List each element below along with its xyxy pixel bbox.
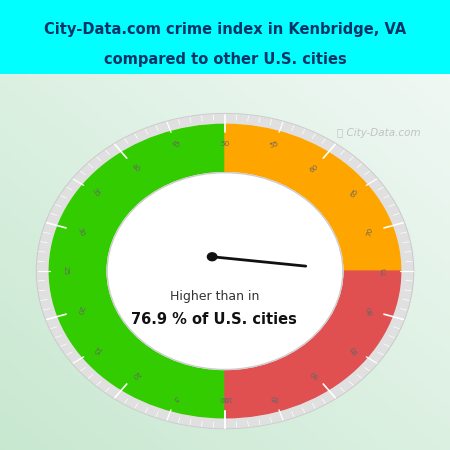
Text: 50: 50: [220, 141, 230, 147]
Text: 76.9 % of U.S. cities: 76.9 % of U.S. cities: [131, 312, 297, 327]
Text: 100: 100: [218, 395, 232, 401]
Text: 70: 70: [365, 226, 374, 237]
Wedge shape: [225, 124, 400, 271]
Text: 25: 25: [63, 266, 68, 276]
Text: 5: 5: [172, 394, 179, 401]
Circle shape: [107, 173, 343, 369]
Text: 0: 0: [223, 395, 227, 401]
Text: 40: 40: [130, 163, 141, 173]
Text: 80: 80: [365, 305, 374, 315]
Text: 55: 55: [269, 140, 279, 148]
Text: 95: 95: [269, 394, 279, 402]
Circle shape: [207, 253, 217, 261]
Text: City-Data.com crime index in Kenbridge, VA: City-Data.com crime index in Kenbridge, …: [44, 22, 406, 37]
Text: compared to other U.S. cities: compared to other U.S. cities: [104, 52, 346, 67]
Text: 75: 75: [382, 266, 387, 276]
Text: 45: 45: [171, 140, 181, 148]
Text: 30: 30: [76, 226, 85, 237]
Text: 20: 20: [76, 305, 85, 315]
Text: 90: 90: [309, 369, 320, 379]
Wedge shape: [37, 114, 413, 428]
Text: 85: 85: [349, 344, 359, 355]
Text: 10: 10: [130, 369, 141, 379]
Wedge shape: [50, 124, 225, 418]
Text: 15: 15: [91, 344, 101, 355]
Text: Higher than in: Higher than in: [170, 290, 259, 302]
Text: ⓘ City-Data.com: ⓘ City-Data.com: [338, 128, 421, 138]
Wedge shape: [36, 113, 414, 428]
Wedge shape: [225, 271, 400, 418]
Text: 65: 65: [349, 187, 359, 198]
Text: 60: 60: [309, 163, 320, 173]
Text: 35: 35: [91, 187, 101, 198]
